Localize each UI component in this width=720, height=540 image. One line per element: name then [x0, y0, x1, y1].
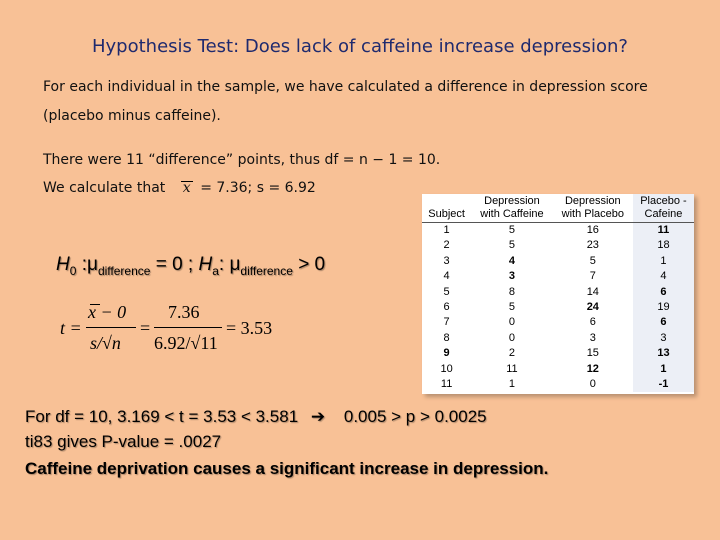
- table-row: 8 0 3 3: [422, 330, 694, 347]
- cell-caffeine: 2: [508, 347, 515, 360]
- intro-line-3: There were 11 “difference” points, thus …: [43, 152, 441, 168]
- mu-symbol-1: :μ: [81, 254, 98, 275]
- h0-symbol: H: [56, 254, 70, 275]
- cell-caffeine: 8: [508, 285, 515, 298]
- formula-result: = 3.53: [226, 318, 273, 338]
- cell-subject: 6: [443, 301, 450, 314]
- mu-symbol-2: : μ: [218, 254, 241, 275]
- cell-caffeine: 1: [508, 378, 515, 391]
- intro-line-1: For each individual in the sample, we ha…: [43, 79, 648, 95]
- arrow-icon: ➔: [310, 407, 326, 426]
- x-bar-overline: [90, 304, 100, 305]
- cell-difference: 1: [632, 361, 694, 378]
- conclusion-line-1: For df = 10, 3.169 < t = 3.53 < 3.581 ➔ …: [25, 407, 487, 427]
- page-title: Hypothesis Test: Does lack of caffeine i…: [91, 36, 628, 57]
- formula-t: t =: [60, 318, 82, 338]
- fraction-bar-2: [154, 327, 222, 328]
- header-placebo: Depression with Placebo: [561, 195, 624, 220]
- cell-caffeine: 5: [508, 224, 515, 236]
- critical-values: For df = 10, 3.169 < t = 3.53 < 3.581: [25, 407, 299, 426]
- cell-difference: 19: [632, 300, 694, 316]
- cell-difference: 6: [632, 315, 694, 331]
- alternative-value: > 0: [298, 254, 326, 275]
- table-row: 2 5 23 18: [422, 238, 694, 254]
- cell-difference: 1: [632, 253, 694, 270]
- x-bar-symbol: x: [178, 180, 196, 196]
- intro-line-4-prefix: We calculate that: [43, 180, 166, 196]
- ha-symbol: H: [198, 254, 213, 275]
- cell-caffeine: 4: [508, 254, 515, 267]
- header-caffeine: Depression with Caffeine: [480, 195, 544, 220]
- cell-placebo: 6: [589, 316, 596, 329]
- cell-caffeine: 3: [508, 270, 515, 283]
- table-header-row: Subject Depression with Caffeine Depressi…: [422, 194, 694, 223]
- cell-placebo: 5: [589, 254, 596, 267]
- table-row: 3 4 5 1: [422, 253, 694, 270]
- p-value-range: 0.005 > p > 0.0025: [343, 407, 487, 426]
- intro-line-4: We calculate that x = 7.36; s = 6.92: [43, 180, 316, 196]
- formula-denominator-1: s/√n: [90, 333, 121, 353]
- table-row: 11 1 0 -1: [422, 377, 694, 393]
- cell-caffeine: 11: [506, 362, 518, 375]
- cell-difference: 11: [632, 222, 694, 239]
- hypotheses: H0 :μdifference = 0 ; Ha: μdifference > …: [56, 254, 325, 278]
- cell-caffeine: 0: [508, 316, 515, 329]
- header-difference: Placebo - Cafeine: [632, 194, 694, 223]
- cell-subject: 4: [443, 270, 450, 283]
- cell-placebo: 23: [586, 239, 599, 252]
- null-value: = 0 ;: [155, 254, 199, 275]
- cell-subject: 8: [443, 331, 450, 344]
- conclusion-line-2: ti83 gives P-value = .0027: [25, 432, 222, 451]
- cell-caffeine: 5: [508, 239, 515, 252]
- cell-difference: 18: [632, 238, 694, 254]
- cell-subject: 10: [440, 362, 453, 375]
- cell-placebo: 7: [589, 270, 596, 283]
- cell-placebo: 3: [589, 331, 596, 344]
- cell-difference: 4: [632, 269, 694, 285]
- h0-subscript: 0: [69, 263, 77, 278]
- intro-line-2: (placebo minus caffeine).: [43, 108, 221, 124]
- cell-subject: 1: [443, 224, 450, 236]
- intro-line-4-values: = 7.36; s = 6.92: [200, 180, 316, 196]
- cell-placebo: 24: [586, 301, 599, 314]
- cell-placebo: 14: [586, 285, 599, 298]
- cell-subject: 9: [443, 347, 450, 360]
- cell-caffeine: 5: [508, 301, 515, 314]
- table-row: 10 11 12 1: [422, 361, 694, 378]
- cell-placebo: 0: [589, 378, 596, 391]
- table-row: 5 8 14 6: [422, 284, 694, 301]
- formula-denominator-2: 6.92/√11: [154, 333, 218, 353]
- t-statistic-formula: t = x − 0 s/√n = 7.36 6.92/√11 = 3.53: [58, 300, 288, 362]
- cell-subject: 7: [443, 316, 450, 329]
- table-row: 4 3 7 4: [422, 269, 694, 285]
- difference-subscript-1: difference: [97, 263, 151, 278]
- fraction-bar-1: [86, 327, 136, 328]
- cell-placebo: 12: [586, 362, 599, 375]
- table-row: 1 5 16 11: [422, 222, 694, 239]
- formula-numerator-1: x − 0: [88, 302, 127, 322]
- cell-subject: 2: [443, 239, 450, 252]
- table-row: 9 2 15 13: [422, 346, 694, 362]
- cell-subject: 11: [440, 378, 453, 391]
- cell-difference: 13: [632, 346, 694, 362]
- formula-equals: =: [140, 318, 151, 338]
- cell-difference: 6: [632, 284, 694, 301]
- cell-difference: 3: [632, 330, 694, 347]
- formula-numerator-2: 7.36: [168, 302, 200, 322]
- cell-difference: -1: [632, 377, 694, 393]
- header-subject: Subject: [428, 208, 465, 220]
- cell-subject: 5: [443, 285, 450, 298]
- cell-caffeine: 0: [508, 331, 515, 344]
- table-row: 7 0 6 6: [422, 315, 694, 331]
- cell-placebo: 15: [586, 347, 599, 360]
- conclusion-line-3: Caffeine deprivation causes a significan…: [25, 459, 549, 478]
- ha-subscript: a: [212, 263, 219, 278]
- cell-placebo: 16: [586, 224, 599, 236]
- difference-subscript-2: difference: [240, 263, 293, 278]
- table-row: 6 5 24 19: [422, 300, 694, 316]
- data-table: Subject Depression with Caffeine Depressi…: [422, 194, 694, 394]
- cell-subject: 3: [443, 254, 450, 267]
